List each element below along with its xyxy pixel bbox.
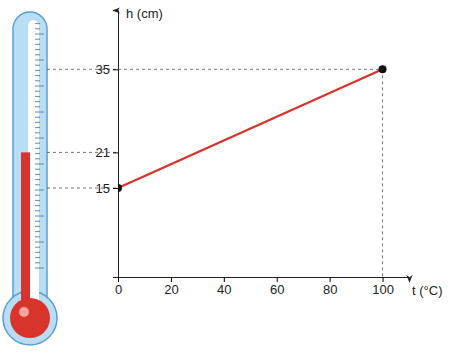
x-tick-label: 60 (270, 282, 284, 297)
thermometer-scale-mark (35, 252, 40, 253)
thermometer-bulb-glass (3, 291, 57, 345)
x-tick-label: 0 (115, 282, 122, 297)
thermometer-scale-mark (35, 226, 40, 227)
tick-guides (47, 69, 118, 188)
thermometer-scale-mark (35, 179, 40, 180)
x-tick: 80 (323, 277, 337, 297)
thermometer-scale-mark (35, 122, 40, 123)
x-axis-line (119, 278, 410, 283)
drop-line (118, 69, 383, 70)
x-tick: 60 (270, 277, 284, 297)
data-point (379, 65, 387, 73)
x-axis: 0 20 40 60 80 100 (115, 277, 410, 297)
y-tick-mark (113, 152, 118, 153)
chart-svg: 15 21 35 0 20 40 60 80 100 h (cm) t (°C) (0, 0, 449, 356)
thermometer-scale-mark (35, 75, 40, 76)
x-tick: 100 (372, 277, 394, 297)
thermometer-scale-mark (35, 96, 40, 97)
thermometer-scale-mark (35, 60, 44, 61)
thermometer-scale-mark (35, 65, 40, 66)
thermometer-scale-mark (35, 70, 40, 71)
thermometer-scale-mark (35, 91, 40, 92)
data-point (118, 184, 122, 192)
y-tick: 15 (96, 181, 118, 196)
thermometer-scale-mark (35, 210, 40, 211)
thermometer-scale (35, 24, 44, 268)
y-axis: 15 21 35 (96, 11, 119, 278)
thermometer-scale-mark (35, 164, 44, 165)
thermometer-scale-mark (35, 184, 40, 185)
thermometer-scale-mark (35, 106, 40, 107)
thermometer-scale-mark (35, 216, 44, 217)
thermometer-scale-mark (35, 200, 40, 201)
y-axis-line (113, 11, 119, 278)
thermometer-scale-mark (35, 153, 40, 154)
drop-line (382, 69, 383, 277)
thermometer-scale-mark (35, 101, 40, 102)
y-tick: 35 (96, 62, 118, 77)
chart-container: 15 21 35 0 20 40 60 80 100 h (cm) t (°C) (0, 0, 449, 356)
thermometer-scale-mark (35, 39, 40, 40)
thermometer-scale-mark (35, 86, 44, 87)
thermometer-scale-mark (35, 34, 44, 35)
thermometer-scale-mark (35, 112, 44, 113)
x-tick: 0 (115, 277, 122, 297)
thermometer-scale-mark (35, 169, 40, 170)
thermometer-tube (13, 12, 47, 318)
thermometer-scale-mark (35, 54, 40, 55)
thermometer-scale-mark (35, 190, 44, 191)
thermometer-scale-mark (35, 174, 40, 175)
y-tick-mark (113, 69, 118, 70)
thermometer-scale-mark (35, 132, 40, 133)
thermometer-scale-mark (35, 195, 40, 196)
y-tick-mark (113, 188, 118, 189)
y-tick-label: 15 (96, 181, 110, 196)
thermometer-scale-mark (35, 44, 40, 45)
thermometer-scale-mark (35, 236, 40, 237)
thermometer-scale-mark (35, 247, 40, 248)
thermometer-highlight (19, 307, 29, 317)
plot-area (118, 65, 387, 277)
x-tick: 40 (217, 277, 231, 297)
thermometer-scale-mark (35, 138, 44, 139)
thermometer-scale-mark (35, 262, 40, 263)
x-tick-label: 100 (372, 282, 394, 297)
thermometer-scale-mark (35, 148, 40, 149)
x-tick-label: 80 (323, 282, 337, 297)
thermometer-fluid (21, 152, 30, 318)
thermometer (3, 12, 57, 345)
thermometer-scale-mark (35, 28, 40, 29)
thermometer-scale-mark (35, 23, 40, 24)
thermometer-scale-mark (35, 231, 40, 232)
thermometer-scale-mark (35, 221, 40, 222)
thermometer-scale-mark (35, 205, 40, 206)
y-tick-label: 35 (96, 62, 110, 77)
thermometer-scale-mark (35, 257, 40, 258)
thermometer-scale-mark (35, 49, 40, 50)
thermometer-scale-mark (35, 158, 40, 159)
thermometer-scale-mark (35, 242, 44, 243)
y-axis-title: h (cm) (126, 6, 163, 21)
thermometer-scale-mark (35, 117, 40, 118)
thermometer-scale-mark (35, 143, 40, 144)
thermometer-scale-mark (35, 127, 40, 128)
thermometer-scale-mark (35, 80, 40, 81)
y-tick-label: 21 (96, 145, 110, 160)
x-tick-label: 20 (164, 282, 178, 297)
thermometer-bulb (10, 298, 50, 338)
x-tick-label: 40 (217, 282, 231, 297)
data-line (118, 69, 383, 188)
thermometer-scale-mark (35, 268, 44, 269)
x-axis-title: t (°C) (412, 283, 442, 298)
x-tick: 20 (164, 277, 178, 297)
y-tick: 21 (96, 145, 118, 160)
